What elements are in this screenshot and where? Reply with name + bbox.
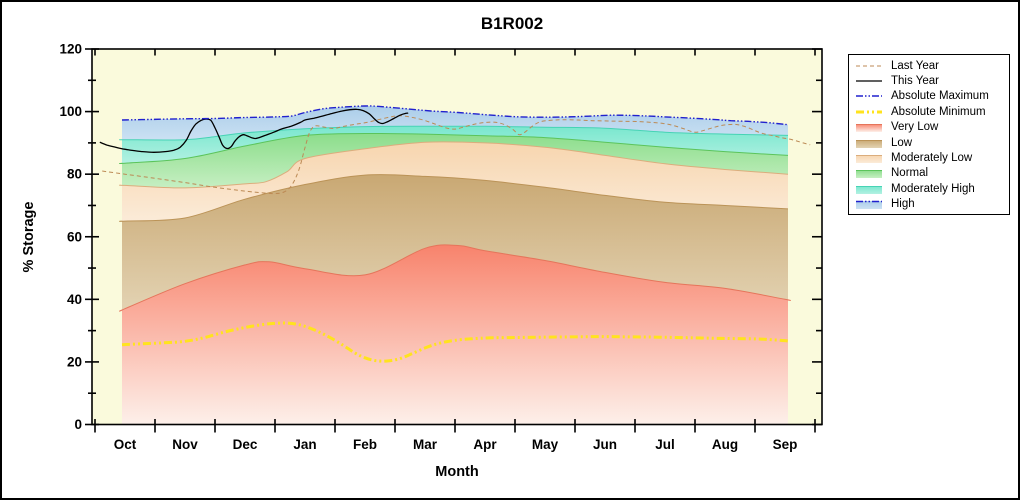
legend-item-low: Low xyxy=(849,135,1009,150)
month-label-oct: Oct xyxy=(114,437,137,452)
legend-label: Normal xyxy=(891,167,929,180)
legend-label: Absolute Maximum xyxy=(891,90,989,103)
band-edge-mod-high xyxy=(119,125,789,141)
line-swatch-abs-min xyxy=(856,110,882,114)
legend-box: Last Year This Year Absolute Maximum Absolu… xyxy=(848,54,1010,215)
legend-item-very-low: Very Low xyxy=(849,120,1009,135)
month-label-aug: Aug xyxy=(712,437,738,452)
y-axis-title: % Storage xyxy=(21,201,37,273)
band-edge-mod-low xyxy=(119,141,789,189)
month-label-nov: Nov xyxy=(172,437,198,452)
y-tick-label: 80 xyxy=(67,167,82,182)
band-very-low xyxy=(119,244,791,425)
legend-item-mod-low: Moderately Low xyxy=(849,150,1009,165)
legend-label: Moderately Low xyxy=(891,152,973,165)
band-edge-normal xyxy=(119,132,789,165)
axis-ticks xyxy=(85,48,822,433)
x-axis-title: Month xyxy=(435,464,479,480)
line-swatch-last-year xyxy=(856,65,882,67)
band-normal xyxy=(119,133,789,188)
band-swatch-mod-low xyxy=(856,155,882,164)
legend-label: Last Year xyxy=(891,59,939,72)
legend-item-this-year: This Year xyxy=(849,73,1009,88)
month-label-mar: Mar xyxy=(413,437,438,452)
month-label-apr: Apr xyxy=(473,437,497,452)
legend-label: Moderately High xyxy=(891,182,975,195)
band-swatch-normal xyxy=(856,170,882,179)
line-abs-max xyxy=(121,105,789,126)
band-low xyxy=(119,174,791,312)
percentile-bands xyxy=(119,105,791,425)
y-tick-label: 120 xyxy=(59,42,82,57)
band-edge-very-low xyxy=(119,244,791,312)
legend-label: Very Low xyxy=(891,121,939,134)
month-label-jul: Jul xyxy=(655,437,675,452)
legend-item-high: High xyxy=(849,197,1009,212)
y-tick-label: 60 xyxy=(67,229,82,244)
y-tick-label: 40 xyxy=(67,292,82,307)
band-high xyxy=(119,105,789,140)
chart-title: B1R002 xyxy=(480,14,544,33)
y-tick-label: 100 xyxy=(59,104,82,119)
line-swatch-abs-max xyxy=(856,95,882,98)
legend-label: Absolute Minimum xyxy=(891,105,986,118)
line-abs-min xyxy=(121,321,789,363)
band-swatch-low xyxy=(856,139,882,148)
month-label-feb: Feb xyxy=(353,437,377,452)
month-label-may: May xyxy=(532,437,559,452)
legend-label: Low xyxy=(891,136,913,149)
x-tick-labels: Oct Nov Dec Jan Feb Mar Apr May Jun Jul Aug Sep xyxy=(114,437,798,452)
legend-item-mod-high: Moderately High xyxy=(849,181,1009,196)
band-mod-low xyxy=(119,141,789,222)
y-tick-label: 0 xyxy=(74,417,82,432)
band-swatch-high xyxy=(856,201,882,210)
y-tick-labels: 0 20 40 60 80 100 120 xyxy=(59,42,82,433)
month-label-sep: Sep xyxy=(773,437,798,452)
line-swatch-this-year xyxy=(856,80,882,82)
legend-item-abs-min: Absolute Minimum xyxy=(849,104,1009,119)
legend-item-normal: Normal xyxy=(849,166,1009,181)
month-label-jan: Jan xyxy=(293,437,316,452)
y-tick-label: 20 xyxy=(67,354,82,369)
band-swatch-mod-high xyxy=(856,185,882,194)
band-swatch-very-low xyxy=(856,124,882,133)
legend-item-abs-max: Absolute Maximum xyxy=(849,89,1009,104)
month-label-dec: Dec xyxy=(233,437,258,452)
legend-item-last-year: Last Year xyxy=(849,58,1009,73)
overlay-lines xyxy=(99,105,811,363)
legend-label: This Year xyxy=(891,75,939,88)
line-this-year xyxy=(99,108,409,153)
month-label-jun: Jun xyxy=(593,437,617,452)
line-last-year xyxy=(102,115,811,195)
band-edge-lines xyxy=(119,125,791,312)
band-mod-high xyxy=(119,126,789,164)
legend-label: High xyxy=(891,198,915,211)
band-edge-low xyxy=(119,174,789,222)
